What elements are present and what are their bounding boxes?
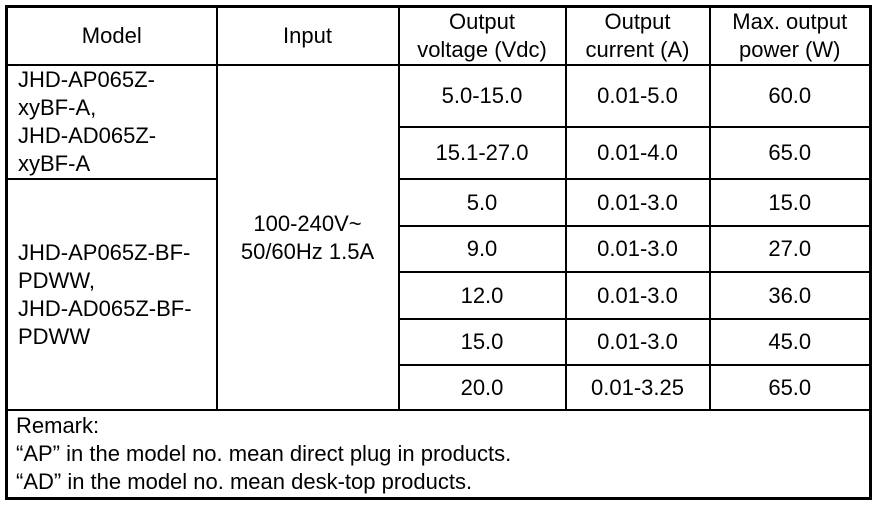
- table-row: JHD-AP065Z- xyBF-A, JHD-AD065Z- xyBF-A 1…: [5, 64, 872, 411]
- table-row: 9.0 0.01-3.0 27.0: [7, 225, 872, 273]
- remark-cell: Remark: “AP” in the model no. mean direc…: [5, 409, 872, 499]
- table-row: 15.0 0.01-3.0 45.0: [7, 318, 872, 366]
- table-row: 15.1-27.0 0.01-4.0 65.0: [7, 126, 872, 180]
- remark-row: Remark: “AP” in the model no. mean direc…: [5, 409, 872, 499]
- model-line: xyBF-A,: [18, 95, 97, 120]
- header-line: Max. output: [732, 9, 848, 34]
- col-header-output-voltage: Output voltage (Vdc): [397, 5, 567, 66]
- model-group-1-cell: JHD-AP065Z- xyBF-A, JHD-AD065Z- xyBF-A: [5, 64, 218, 180]
- output-current-cell: 0.01-3.25: [564, 364, 711, 411]
- max-power-cell: 27.0: [708, 225, 872, 273]
- col-header-output-current: Output current (A): [564, 5, 711, 66]
- model-line: xyBF-A: [18, 151, 91, 176]
- max-power-cell: 65.0: [708, 364, 872, 411]
- output-current-cell: 0.01-3.0: [564, 178, 711, 227]
- remark-label: Remark:: [16, 412, 100, 438]
- header-line: power (W): [739, 37, 841, 62]
- output-voltage-cell: 9.0: [397, 225, 567, 273]
- remark-line-ad: “AD” in the model no. mean desk-top prod…: [16, 468, 473, 494]
- header-line: Output: [448, 9, 516, 34]
- output-voltage-cell: 5.0: [397, 178, 567, 227]
- header-line: current (A): [585, 37, 690, 62]
- output-voltage-cell: 12.0: [397, 271, 567, 320]
- model-line: JHD-AP065Z-BF-: [18, 239, 191, 265]
- table-row: 20.0 0.01-3.25 65.0: [7, 364, 872, 411]
- remark-line-ap: “AP” in the model no. mean direct plug i…: [16, 440, 512, 466]
- output-voltage-cell: 5.0-15.0: [397, 64, 567, 128]
- header-row: Model Input Output voltage (Vdc) Output …: [5, 5, 872, 66]
- output-current-cell: 0.01-5.0: [564, 64, 711, 128]
- output-current-cell: 0.01-3.0: [564, 318, 711, 366]
- model-group-2-cell: JHD-AP065Z-BF- PDWW, JHD-AD065Z-BF- PDWW: [5, 178, 218, 411]
- output-current-cell: 0.01-4.0: [564, 126, 711, 180]
- output-voltage-cell: 20.0: [397, 364, 567, 411]
- input-line: 100-240V~: [253, 210, 362, 236]
- input-cell: 100-240V~ 50/60Hz 1.5A: [215, 64, 400, 411]
- model-line: PDWW: [18, 323, 91, 349]
- col-header-max-output-power: Max. output power (W): [708, 5, 872, 66]
- model-line: PDWW,: [18, 267, 95, 293]
- max-power-cell: 60.0: [708, 64, 872, 128]
- output-voltage-cell: 15.1-27.0: [397, 126, 567, 180]
- max-power-cell: 65.0: [708, 126, 872, 180]
- col-header-model: Model: [5, 5, 218, 66]
- table-row: JHD-AP065Z-BF- PDWW, JHD-AD065Z-BF- PDWW…: [5, 178, 872, 411]
- output-current-cell: 0.01-3.0: [564, 225, 711, 273]
- max-power-cell: 45.0: [708, 318, 872, 366]
- input-line: 50/60Hz 1.5A: [240, 238, 375, 264]
- col-header-input: Input: [215, 5, 400, 66]
- header-line: Output: [604, 9, 671, 34]
- max-power-cell: 15.0: [708, 178, 872, 227]
- max-power-cell: 36.0: [708, 271, 872, 320]
- table-row: 12.0 0.01-3.0 36.0: [7, 271, 872, 320]
- spec-table: Model Input Output voltage (Vdc) Output …: [5, 5, 872, 500]
- output-voltage-cell: 15.0: [397, 318, 567, 366]
- output-current-cell: 0.01-3.0: [564, 271, 711, 320]
- header-line: voltage (Vdc): [417, 37, 547, 62]
- model-line: JHD-AD065Z-: [18, 123, 157, 148]
- model-line: JHD-AD065Z-BF-: [18, 295, 192, 321]
- model-line: JHD-AP065Z-: [18, 67, 155, 92]
